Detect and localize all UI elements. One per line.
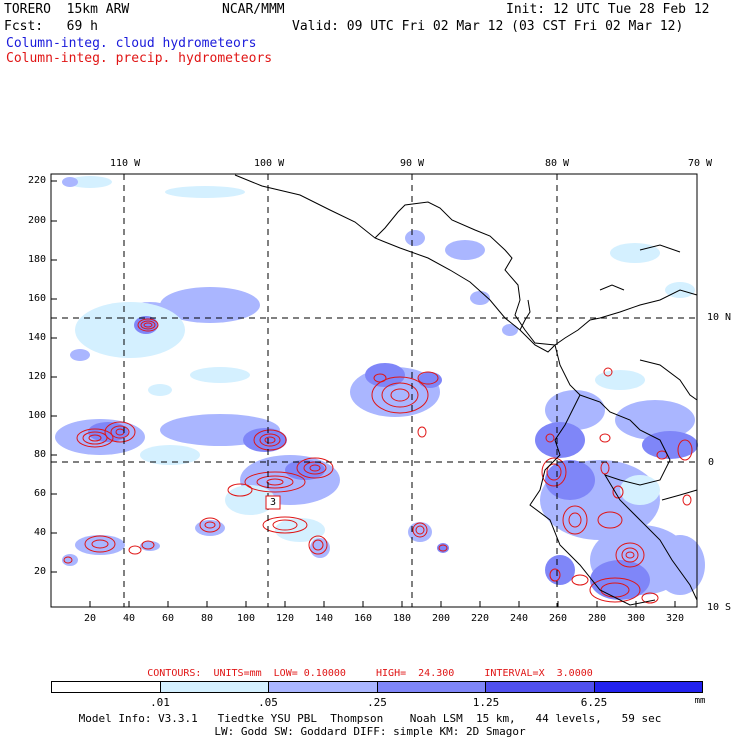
y-tick: 200 xyxy=(27,215,46,226)
valid-time: Valid: 09 UTC Fri 02 Mar 12 (03 CST Fri … xyxy=(292,19,684,34)
lat-label-10s: 10 S xyxy=(707,602,732,613)
y-tick: 220 xyxy=(27,175,46,186)
max-marker-label: 3 xyxy=(270,497,277,508)
y-tick: 60 xyxy=(33,488,46,499)
map-frame xyxy=(50,173,698,608)
coastline-layer xyxy=(234,174,698,606)
lon-label-70w: 70 W xyxy=(688,158,713,169)
precip-field-label: Column-integ. precip. hydrometeors xyxy=(6,51,273,66)
legend-swatch xyxy=(269,682,378,692)
x-tick: 80 xyxy=(201,613,214,624)
y-tick: 80 xyxy=(33,449,46,460)
x-tick: 180 xyxy=(393,613,412,624)
lon-label-80w: 80 W xyxy=(545,158,570,169)
x-tick: 20 xyxy=(84,613,97,624)
init-time: Init: 12 UTC Tue 28 Feb 12 xyxy=(506,2,710,17)
max-marker-box xyxy=(265,495,281,510)
x-tick: 140 xyxy=(315,613,334,624)
model-info-line2: LW: Godd SW: Goddard DIFF: simple KM: 2D… xyxy=(214,725,526,738)
x-tick: 40 xyxy=(123,613,136,624)
y-tick: 180 xyxy=(27,254,46,265)
lat-label-0: 0 xyxy=(708,457,715,468)
legend-swatch xyxy=(160,682,269,692)
x-tick: 300 xyxy=(627,613,646,624)
legend-level: .25 xyxy=(367,696,387,709)
model-title: TORERO 15km ARW xyxy=(4,2,130,17)
x-tick: 160 xyxy=(354,613,373,624)
legend-level: .05 xyxy=(258,696,278,709)
legend-swatch xyxy=(377,682,486,692)
cloud-field-label: Column-integ. cloud hydrometeors xyxy=(6,36,257,51)
y-tick: 100 xyxy=(27,410,46,421)
y-tick: 160 xyxy=(27,293,46,304)
forecast-hour: Fcst: 69 h xyxy=(4,19,98,34)
model-info-line1: Model Info: V3.3.1 Tiedtke YSU PBL Thomp… xyxy=(78,712,662,725)
legend-swatch xyxy=(486,682,595,692)
graticule xyxy=(51,174,697,607)
legend-colorbar xyxy=(51,681,703,693)
x-tick: 280 xyxy=(588,613,607,624)
y-tick: 20 xyxy=(33,566,46,577)
legend-level: .01 xyxy=(150,696,170,709)
axis-ticks xyxy=(51,180,676,607)
y-tick: 120 xyxy=(27,371,46,382)
legend-level: 1.25 xyxy=(472,696,500,709)
x-tick: 120 xyxy=(276,613,295,624)
lat-label-10n: 10 N xyxy=(707,312,732,323)
y-tick: 140 xyxy=(27,332,46,343)
legend-swatch xyxy=(594,682,702,692)
org-label: NCAR/MMM xyxy=(222,2,285,17)
x-tick: 100 xyxy=(237,613,256,624)
x-tick: 260 xyxy=(549,613,568,624)
lon-label-90w: 90 W xyxy=(400,158,425,169)
legend-unit: mm xyxy=(694,696,706,706)
x-tick: 320 xyxy=(666,613,685,624)
lon-label-100w: 100 W xyxy=(254,158,285,169)
x-tick: 240 xyxy=(510,613,529,624)
cloud-fill-layer xyxy=(55,176,705,600)
y-tick: 40 xyxy=(33,527,46,538)
legend-swatch xyxy=(52,682,161,692)
legend-level: 6.25 xyxy=(580,696,608,709)
x-tick: 60 xyxy=(162,613,175,624)
contour-info: CONTOURS: UNITS=mm LOW= 0.10000 HIGH= 24… xyxy=(147,668,593,679)
lon-label-110w: 110 W xyxy=(110,158,141,169)
x-tick: 220 xyxy=(471,613,490,624)
x-tick: 200 xyxy=(432,613,451,624)
